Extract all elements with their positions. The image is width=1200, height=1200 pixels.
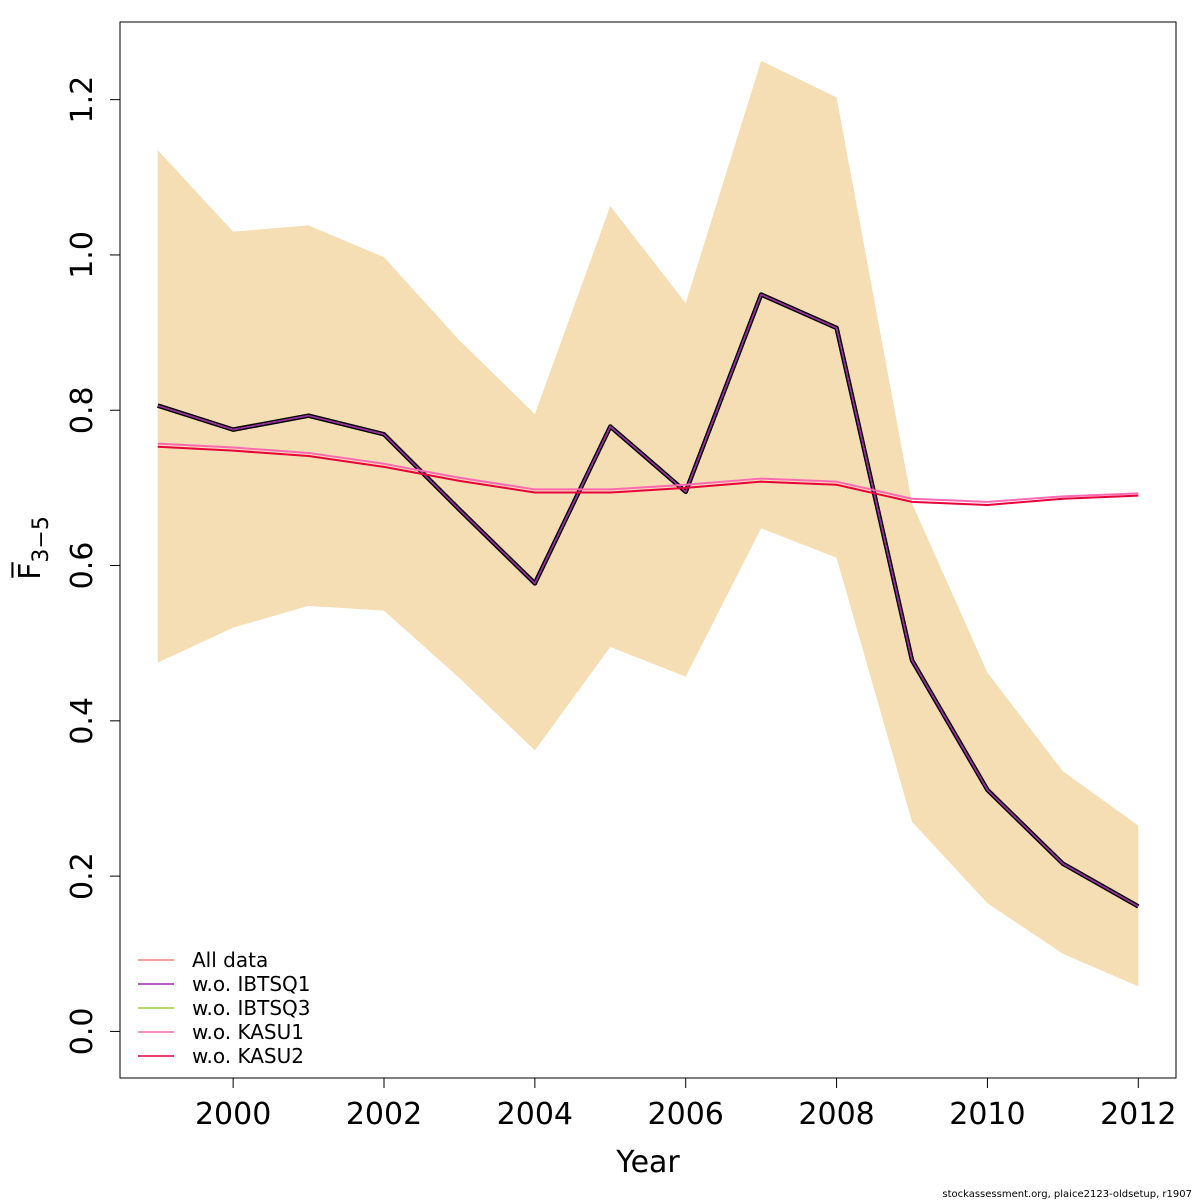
footer-credit: stockassessment.org, plaice2123-oldsetup… [942,1189,1192,1200]
x-tick-label: 2010 [949,1097,1025,1132]
y-tick-label: 0.6 [65,542,100,590]
x-tick-label: 2000 [195,1097,271,1132]
x-tick-label: 2012 [1100,1097,1176,1132]
x-tick-label: 2004 [497,1097,573,1132]
x-axis-title: Year [615,1145,680,1180]
legend-label-w-o-kasu2: w.o. KASU2 [192,1044,304,1068]
series-line-w-o-ibtsq1 [157,293,1139,908]
x-axis: 2000 2002 2004 2006 2008 2010 2012 [195,1077,1176,1132]
y-tick-label: 0.2 [65,852,100,900]
confidence-band [157,60,1139,987]
y-axis-title-main: F̅ [11,562,48,580]
legend-label-w-o-kasu1: w.o. KASU1 [192,1020,304,1044]
series-layer [157,292,1140,909]
x-tick-label: 2006 [648,1097,724,1132]
x-tick-label: 2008 [798,1097,874,1132]
y-axis-title-subscript: 3−5 [29,516,54,562]
y-axis-title: F̅3−5 [11,516,54,580]
y-tick-label: 0.4 [65,697,100,745]
y-tick-label: 0.8 [65,386,100,434]
y-tick-label: 1.0 [65,231,100,279]
y-tick-label: 0.0 [65,1008,100,1056]
y-tick-label: 1.2 [65,76,100,124]
legend-label-all-data: All data [192,948,268,972]
x-tick-label: 2002 [346,1097,422,1132]
confidence-band-layer [157,60,1139,987]
y-axis: 0.0 0.2 0.4 0.6 0.8 1.0 1.2 [65,76,121,1056]
series-line-w-o-kasu1 [157,442,1139,503]
legend-label-w-o-ibtsq3: w.o. IBTSQ3 [192,996,310,1020]
series-line-w-o-kasu2 [157,445,1139,506]
legend-label-w-o-ibtsq1: w.o. IBTSQ1 [192,972,310,996]
